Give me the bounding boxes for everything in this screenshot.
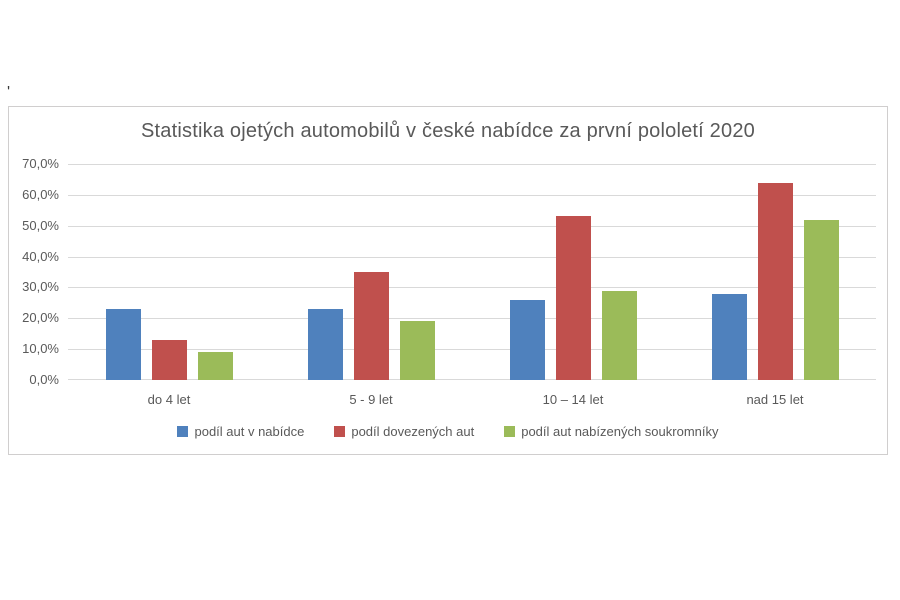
bar-series3-cat4 <box>803 219 839 380</box>
bar-series2-cat2 <box>353 272 389 380</box>
legend-swatch-icon <box>334 426 346 437</box>
legend-label: podíl aut v nabídce <box>194 424 305 439</box>
legend-item: podíl aut nabízených soukromníky <box>504 424 719 439</box>
stray-mark: ' <box>7 84 11 101</box>
y-axis-tick-label: 30,0% <box>22 279 59 295</box>
x-axis-label: do 4 let <box>147 392 191 407</box>
bar-series2-cat1 <box>151 339 187 380</box>
chart-title: Statistika ojetých automobilů v české na… <box>141 120 755 142</box>
gridline <box>68 318 876 320</box>
bar-group <box>674 164 876 380</box>
legend-item: podíl aut v nabídce <box>177 424 304 439</box>
y-axis-tick-label: 40,0% <box>22 248 59 264</box>
x-axis-label: 5 - 9 let <box>349 392 393 407</box>
bar-series2-cat4 <box>757 182 793 380</box>
gridline <box>68 349 876 351</box>
chart-frame: Statistika ojetých automobilů v české na… <box>8 106 888 455</box>
legend-label: podíl dovezených aut <box>351 424 475 439</box>
gridline <box>68 287 876 289</box>
bar-group <box>68 164 270 380</box>
y-axis-tick-label: 0,0% <box>29 372 59 387</box>
x-axis-labels: do 4 let 5 - 9 let 10 – 14 let nad 15 let <box>68 392 876 407</box>
legend: podíl aut v nabídce podíl dovezených aut p… <box>9 424 887 439</box>
gridline <box>68 379 876 380</box>
y-axis-tick-label: 10,0% <box>22 341 59 357</box>
bar-groups <box>68 164 876 380</box>
y-axis-tick-labels: 0,0% 10,0% 20,0% 30,0% 40,0% 50,0% 60,0% 70,0% <box>9 156 59 387</box>
legend-item: podíl dovezených aut <box>334 424 474 439</box>
y-axis-tick-label: 60,0% <box>22 186 59 202</box>
gridline <box>68 256 876 258</box>
x-axis-label: nad 15 let <box>746 392 804 407</box>
x-axis-label: 10 – 14 let <box>542 392 604 407</box>
y-axis-tick-label: 20,0% <box>22 310 59 326</box>
legend-label: podíl aut nabízených soukromníky <box>521 424 719 439</box>
bar-series1-cat1 <box>105 309 141 380</box>
legend-swatch-icon <box>177 426 189 437</box>
bar-group <box>472 164 674 380</box>
bar-series1-cat2 <box>307 309 343 380</box>
y-axis-tick-label: 70,0% <box>22 156 59 171</box>
plot-area <box>68 164 876 380</box>
legend-swatch-icon <box>504 426 516 437</box>
bar-series3-cat3 <box>601 290 637 380</box>
gridline <box>68 164 876 165</box>
bar-series2-cat3 <box>555 216 591 380</box>
bar-series3-cat1 <box>197 352 233 380</box>
y-axis-tick-label: 50,0% <box>22 217 59 233</box>
gridline <box>68 194 876 196</box>
bar-series1-cat4 <box>711 293 747 380</box>
bar-series1-cat3 <box>509 299 545 380</box>
bar-group <box>270 164 472 380</box>
bar-series3-cat2 <box>399 321 435 380</box>
gridline <box>68 225 876 227</box>
